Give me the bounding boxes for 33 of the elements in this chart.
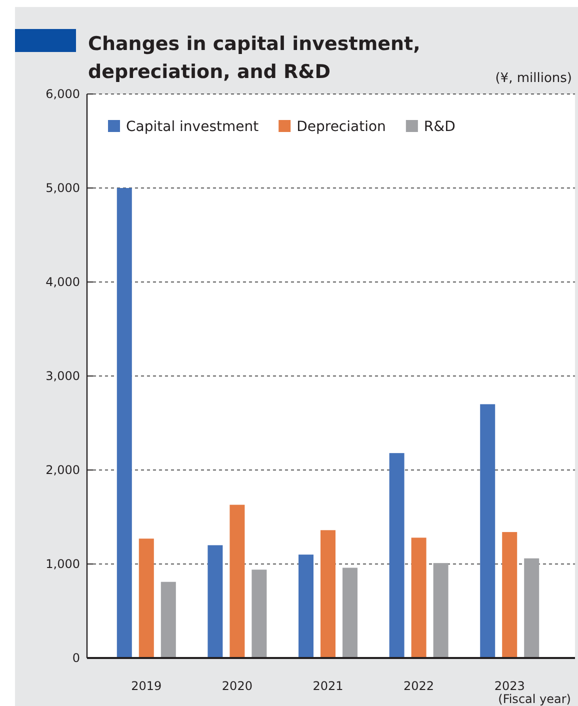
x-tick-label: 2020 — [222, 679, 252, 693]
x-tick-label: 2019 — [131, 679, 162, 693]
bar — [389, 453, 404, 658]
x-tick-label: 2022 — [404, 679, 434, 693]
bar — [138, 538, 154, 658]
x-tick-label: 2023 — [494, 679, 525, 693]
bar — [342, 568, 358, 658]
y-tick-label: 4,000 — [46, 275, 80, 290]
y-tick-label: 1,000 — [46, 557, 80, 572]
y-tick-label: 2,000 — [46, 463, 80, 478]
legend-label: Depreciation — [296, 118, 386, 135]
y-tick-label: 6,000 — [46, 87, 80, 102]
y-tick-label: 0 — [72, 651, 80, 666]
bar — [524, 558, 540, 658]
bar — [160, 582, 176, 658]
bar — [502, 532, 518, 658]
x-axis-title: (Fiscal year) — [498, 692, 571, 706]
bar — [230, 504, 245, 658]
y-axis-title: (¥, millions) — [495, 71, 572, 86]
bar — [116, 188, 132, 658]
x-tick-label: 2021 — [312, 679, 344, 693]
chart-title: Changes in capital investment, depreciation, and R&D — [88, 33, 420, 83]
bar — [320, 530, 336, 658]
y-tick-label: 5,000 — [46, 181, 80, 196]
bar — [411, 538, 426, 658]
bar — [298, 554, 314, 658]
bar — [480, 404, 496, 658]
legend-label: R&D — [424, 118, 456, 135]
legend-label: Capital investment — [126, 118, 260, 135]
bar — [433, 563, 448, 658]
bar — [252, 570, 267, 658]
bar — [208, 545, 223, 658]
y-tick-label: 3,000 — [46, 369, 80, 384]
